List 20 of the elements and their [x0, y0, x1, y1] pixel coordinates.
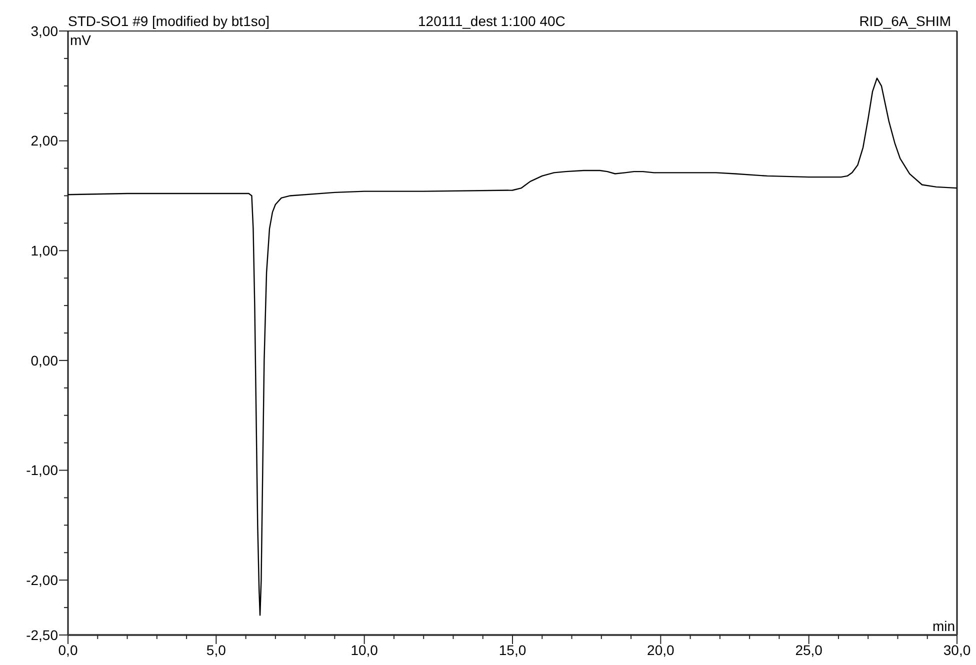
- x-tick-label: 30,0: [943, 642, 971, 658]
- y-tick-label: 0,00: [30, 352, 58, 368]
- line-series: [67, 78, 958, 616]
- y-tick-label: -1,00: [26, 462, 58, 478]
- y-tick-label: 3,00: [30, 22, 58, 39]
- x-tick-label: 10,0: [350, 642, 378, 658]
- x-tick-label: 0,0: [58, 642, 78, 658]
- y-axis-title: mV: [70, 32, 92, 48]
- y-tick-label: -2,00: [26, 572, 58, 588]
- x-tick-label: 25,0: [795, 642, 823, 658]
- chart-title: STD-SO1 #9 [modified by bt1so]: [68, 13, 270, 29]
- y-tick-label: 2,00: [30, 132, 58, 149]
- y-tick-label: 1,00: [30, 242, 58, 259]
- x-tick-label: 20,0: [647, 642, 675, 658]
- y-tick-label: -2,50: [26, 626, 58, 643]
- x-axis-title: min: [932, 618, 955, 634]
- x-tick-label: 5,0: [206, 642, 226, 658]
- text: RID_6A_SHIM: [859, 13, 951, 29]
- chart-subtitle: 120111_dest 1:100 40C: [418, 13, 566, 29]
- x-tick-label: 15,0: [498, 642, 526, 658]
